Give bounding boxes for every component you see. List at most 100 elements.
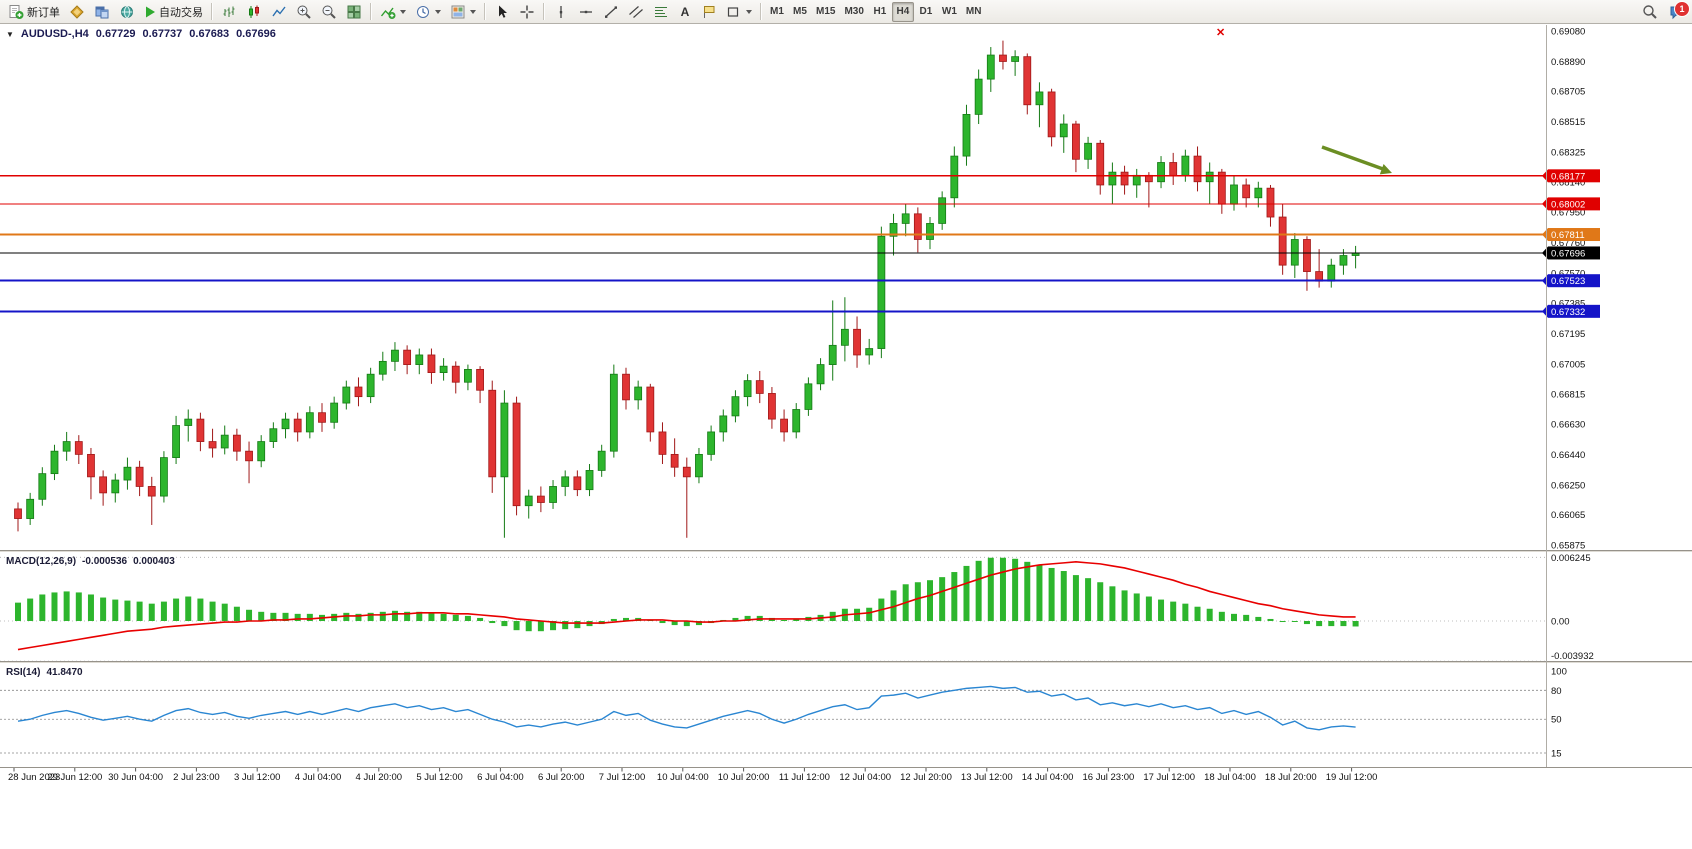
- metaeditor-button[interactable]: [65, 2, 89, 22]
- tile-windows-button[interactable]: [342, 2, 366, 22]
- search-button[interactable]: [1638, 2, 1662, 22]
- chart-close-icon[interactable]: ✕: [1216, 27, 1226, 39]
- template-icon: [451, 5, 465, 18]
- window-menu-caret-icon[interactable]: ▼: [6, 29, 14, 39]
- zoom-out-button[interactable]: [317, 2, 341, 22]
- time-axis-label: 19 Jul 12:00: [1326, 772, 1378, 783]
- ohlc-low: 0.67683: [189, 28, 230, 40]
- clock-icon: [417, 5, 429, 18]
- price-axis-label: 0.67950: [1551, 208, 1585, 219]
- shapes-button[interactable]: [722, 2, 756, 22]
- horizontal-line-button[interactable]: [574, 2, 598, 22]
- trendline-button[interactable]: [599, 2, 623, 22]
- price-badge: [1548, 304, 1600, 318]
- timeframe-group: M1 M5 M15 M30 H1 H4 D1 W1 MN: [766, 1, 986, 22]
- price-axis-label: 0.67195: [1551, 329, 1585, 340]
- timeframe-W1[interactable]: W1: [938, 2, 961, 22]
- price-axis-label: 0.68140: [1551, 177, 1585, 188]
- time-axis-label: 30 Jun 04:00: [108, 772, 163, 783]
- profiles-button[interactable]: [90, 2, 114, 22]
- price-axis-label: 0.67760: [1551, 238, 1585, 249]
- rsi-pane-label: RSI(14) 41.8470: [6, 667, 83, 678]
- crosshair-button[interactable]: [515, 2, 539, 22]
- price-badge: [1548, 274, 1600, 288]
- templates-button[interactable]: [446, 2, 480, 22]
- chart-line-button[interactable]: [267, 2, 291, 22]
- price-axis-label: 0.66250: [1551, 480, 1585, 491]
- timeframe-D1[interactable]: D1: [915, 2, 937, 22]
- price-axis-label: 0.66440: [1551, 450, 1585, 461]
- time-axis-label: 16 Jul 23:00: [1083, 772, 1135, 783]
- price-badge-notch: [1542, 228, 1548, 242]
- drawn-arrow-head[interactable]: [1379, 164, 1392, 175]
- timeframe-M5[interactable]: M5: [789, 2, 811, 22]
- time-axis-label: 28 Jun 2023: [8, 772, 60, 783]
- price-axis-label: 0.68890: [1551, 57, 1585, 68]
- toolbar-separator: [484, 3, 486, 20]
- search-icon: [1643, 4, 1657, 19]
- zoom-in-button[interactable]: [292, 2, 316, 22]
- new-order-button[interactable]: 新订单: [4, 2, 64, 22]
- vertical-line-button[interactable]: [549, 2, 573, 22]
- add-indicator-icon: [380, 7, 396, 19]
- fibonacci-icon: [655, 6, 667, 17]
- price-axis-label: 0.68515: [1551, 117, 1585, 128]
- ohlc-close: 0.67696: [236, 28, 276, 40]
- timeframe-M1[interactable]: M1: [766, 2, 788, 22]
- autotrade-label: 自动交易: [159, 6, 203, 19]
- timeframe-M30[interactable]: M30: [840, 2, 867, 22]
- cursor-button[interactable]: [490, 2, 514, 22]
- timeframe-H4[interactable]: H4: [891, 1, 914, 22]
- time-axis-label: 10 Jul 20:00: [718, 772, 770, 783]
- drawn-arrow[interactable]: [1321, 145, 1384, 171]
- tile-windows-icon: [347, 5, 361, 18]
- time-axis-label: 18 Jul 20:00: [1265, 772, 1317, 783]
- bar-chart-icon: [223, 6, 235, 17]
- price-axis-label: 0.68705: [1551, 87, 1585, 98]
- fibonacci-button[interactable]: [649, 2, 673, 22]
- indicators-button[interactable]: [376, 2, 410, 22]
- price-axis-label: 0.66630: [1551, 419, 1585, 430]
- channel-button[interactable]: [624, 2, 648, 22]
- chart-symbol-header: ▼ AUDUSD-,H4 0.67729 0.67737 0.67683 0.6…: [6, 28, 276, 40]
- periods-button[interactable]: [411, 2, 445, 22]
- timeframe-MN[interactable]: MN: [962, 2, 986, 22]
- text-tool-button[interactable]: A: [674, 2, 696, 22]
- price-badge-notch: [1542, 169, 1548, 183]
- timeframe-H1[interactable]: H1: [869, 2, 891, 22]
- text-tool-icon: A: [680, 4, 690, 19]
- notifications-button[interactable]: 1: [1666, 0, 1690, 22]
- price-badge: [1548, 169, 1600, 183]
- autotrade-button[interactable]: 自动交易: [140, 2, 207, 22]
- pane-splitter[interactable]: [0, 550, 1692, 553]
- price-badge-label: 0.67696: [1551, 248, 1585, 259]
- data-window-button[interactable]: [115, 2, 139, 22]
- globe-icon: [121, 5, 133, 18]
- toolbar-separator: [370, 3, 372, 20]
- macd-axis-label: -0.003932: [1551, 651, 1594, 662]
- dropdown-caret-icon: [746, 9, 752, 14]
- channel-icon: [629, 5, 643, 18]
- label-tool-button[interactable]: [697, 2, 721, 22]
- chart-bars-button[interactable]: [217, 2, 241, 22]
- timeframe-M15[interactable]: M15: [812, 2, 839, 22]
- price-badge-notch: [1542, 246, 1548, 260]
- price-badge: [1548, 197, 1600, 211]
- rsi-value: 41.8470: [46, 667, 83, 678]
- dropdown-caret-icon: [400, 9, 406, 14]
- price-badge-label: 0.67332: [1551, 307, 1585, 318]
- vertical-line-icon: [559, 5, 563, 18]
- time-axis-label: 13 Jul 12:00: [961, 772, 1013, 783]
- time-axis-label: 3 Jul 12:00: [234, 772, 280, 783]
- ohlc-open: 0.67729: [95, 28, 136, 40]
- dropdown-caret-icon: [470, 9, 476, 14]
- time-axis-label: 12 Jul 20:00: [900, 772, 952, 783]
- chart-candles-button[interactable]: [242, 2, 266, 22]
- toolbar-separator: [211, 3, 213, 20]
- pane-splitter[interactable]: [0, 661, 1692, 664]
- price-badge-label: 0.68177: [1551, 171, 1585, 182]
- symbol-timeframe-label: AUDUSD-,H4: [20, 28, 89, 40]
- price-badge: [1548, 228, 1600, 242]
- rsi-axis-label: 15: [1551, 749, 1562, 760]
